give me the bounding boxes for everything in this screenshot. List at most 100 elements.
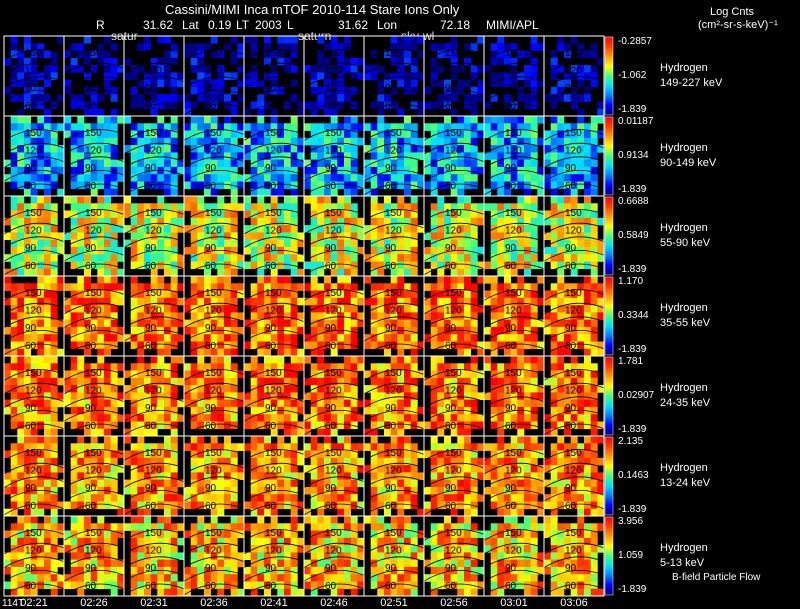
heat-cell (77, 486, 85, 495)
heat-cell (444, 414, 451, 422)
contour-line (543, 250, 605, 262)
heat-cell (37, 385, 45, 393)
heat-cell (390, 341, 398, 350)
heat-cell (490, 348, 498, 357)
heat-cell (250, 312, 258, 320)
heat-cell (317, 239, 325, 248)
contour-line (363, 129, 425, 141)
heat-cell (117, 174, 125, 182)
heat-cell (344, 254, 351, 262)
heat-cell (257, 101, 265, 110)
heat-cell (557, 406, 565, 415)
heat-cell (217, 210, 225, 219)
heat-cell (437, 225, 445, 233)
heat-cell (544, 152, 551, 160)
heat-cell (324, 72, 331, 80)
heat-cell (377, 494, 385, 502)
heat-cell (90, 334, 98, 342)
heat-cell (204, 276, 211, 284)
contour-label: 150 (505, 288, 522, 299)
heat-cell (270, 479, 278, 488)
heat-cell (130, 254, 138, 262)
contour-label: 90 (505, 323, 517, 334)
heat-cell (544, 246, 551, 255)
heat-cell (337, 232, 345, 240)
heat-cell (370, 123, 378, 131)
contour-line (243, 490, 305, 502)
heat-cell (210, 174, 218, 182)
contour-label: 120 (325, 226, 342, 237)
heat-cell (570, 203, 578, 211)
heat-cell (344, 494, 351, 502)
heat-cell (424, 232, 431, 240)
heat-cell (157, 290, 165, 299)
heat-cell (164, 232, 171, 240)
heat-cell (570, 159, 578, 168)
heat-cell (10, 501, 18, 510)
heat-cell (477, 203, 485, 211)
heat-cell (530, 210, 538, 219)
contour-label: 60 (25, 421, 37, 432)
heat-cell (37, 174, 45, 182)
heat-cell (344, 152, 351, 160)
heat-cell (330, 254, 338, 262)
heat-cell (144, 137, 151, 146)
contour-line (423, 449, 485, 461)
heat-cell (97, 334, 105, 342)
heat-cell (90, 108, 98, 117)
heat-cell (550, 319, 558, 328)
heat-cell (290, 174, 298, 182)
heat-cell (230, 312, 238, 320)
heat-cell (244, 152, 251, 160)
heat-cell (317, 159, 325, 168)
heat-cell (24, 457, 31, 466)
heat-cell (190, 363, 198, 371)
heat-cell (324, 428, 331, 437)
heat-cell (430, 363, 438, 371)
heat-cell (277, 181, 285, 190)
heat-cell (224, 174, 231, 182)
heat-cell (430, 123, 438, 131)
contour-line (363, 369, 425, 381)
heat-cell (397, 196, 405, 204)
heat-cell (504, 494, 511, 502)
heat-cell (44, 261, 51, 270)
heat-cell (390, 319, 398, 328)
heat-cell (37, 341, 45, 350)
heat-cell (344, 210, 351, 219)
contour-label: 60 (265, 181, 277, 192)
heat-cell (344, 479, 351, 488)
heat-cell (544, 232, 551, 240)
heat-cell (230, 486, 238, 495)
contour-label: 150 (205, 208, 222, 219)
contour-line (363, 76, 425, 88)
heat-cell (24, 130, 31, 139)
contour-line (303, 476, 365, 488)
contour-label: 60 (325, 101, 337, 112)
heat-cell (44, 421, 51, 430)
heat-cell (410, 414, 418, 422)
heat-cell (350, 312, 358, 320)
heat-cell (170, 472, 178, 480)
heat-cell (270, 283, 278, 291)
heat-cell (130, 392, 138, 400)
heat-cell (264, 152, 271, 160)
heat-cell (284, 414, 291, 422)
heat-cell (344, 290, 351, 299)
contour-line (243, 449, 305, 461)
heat-cell (157, 57, 165, 66)
heat-cell (210, 341, 218, 350)
contour-label: 60 (145, 341, 157, 352)
heat-cell (550, 348, 558, 357)
heat-cell (257, 348, 265, 357)
contour-label: 90 (325, 403, 337, 414)
heat-cell (324, 108, 331, 117)
heat-cell (544, 159, 551, 168)
heat-cell (397, 377, 405, 386)
heat-cell (190, 239, 198, 248)
heat-cell (490, 457, 498, 466)
heat-cell (64, 232, 71, 240)
heat-cell (490, 443, 498, 451)
heat-cell (50, 290, 58, 299)
heat-cell (204, 166, 211, 175)
